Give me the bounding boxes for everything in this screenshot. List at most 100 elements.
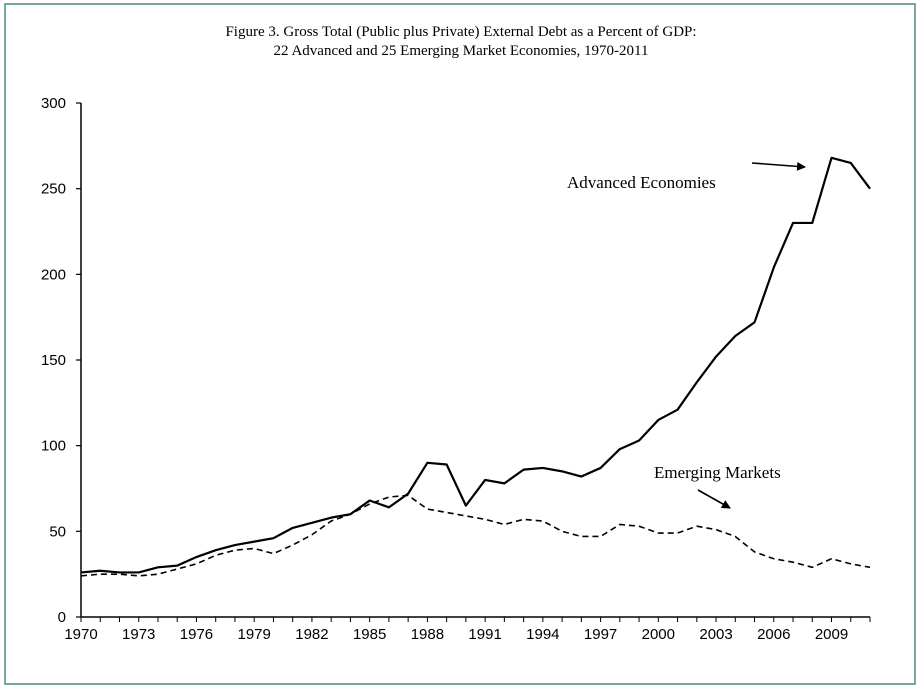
y-tick-label: 300 <box>41 95 66 112</box>
data-point <box>831 157 833 159</box>
data-point <box>273 537 275 539</box>
data-point <box>696 381 698 383</box>
data-point <box>581 476 583 478</box>
data-point <box>561 471 563 473</box>
x-tick-label: 2009 <box>815 626 848 643</box>
data-point <box>99 570 101 572</box>
x-tick-label: 2000 <box>642 626 675 643</box>
data-point <box>80 572 82 574</box>
data-point <box>773 558 775 560</box>
data-point <box>581 536 583 538</box>
data-point <box>99 573 101 575</box>
data-point <box>234 544 236 546</box>
data-point <box>600 536 602 538</box>
x-tick-label: 1991 <box>468 626 501 643</box>
y-tick-label: 150 <box>41 352 66 369</box>
data-point <box>388 507 390 509</box>
data-point <box>311 522 313 524</box>
data-point <box>253 541 255 543</box>
data-point <box>850 162 852 164</box>
data-point <box>638 525 640 527</box>
data-point <box>292 544 294 546</box>
data-point <box>773 267 775 269</box>
annotation-emerging: Emerging Markets <box>654 463 781 482</box>
data-point <box>407 493 409 495</box>
series-line <box>80 156 871 574</box>
annotation-advanced: Advanced Economies <box>567 173 716 192</box>
data-point <box>330 520 332 522</box>
x-tick-label: 1970 <box>64 626 97 643</box>
series-advanced-economies <box>80 156 871 574</box>
annotation-arrow <box>751 161 806 171</box>
annotations: Advanced Economies Emerging Markets <box>567 161 806 509</box>
data-point <box>119 572 121 574</box>
data-point <box>234 549 236 551</box>
data-point <box>600 467 602 469</box>
data-point <box>196 556 198 558</box>
data-point <box>869 567 871 569</box>
data-point <box>138 575 140 577</box>
series-emerging-markets <box>80 494 871 577</box>
data-point <box>677 532 679 534</box>
data-point <box>484 479 486 481</box>
x-tick-label: 1997 <box>584 626 617 643</box>
data-point <box>407 495 409 497</box>
data-point <box>446 512 448 514</box>
data-point <box>734 335 736 337</box>
data-point <box>677 409 679 411</box>
data-point <box>484 519 486 521</box>
data-point <box>850 563 852 565</box>
y-tick-label: 100 <box>41 438 66 455</box>
x-tick-label: 1982 <box>295 626 328 643</box>
data-point <box>292 527 294 529</box>
data-point <box>542 520 544 522</box>
x-tick-label: 1973 <box>122 626 155 643</box>
data-point <box>215 549 217 551</box>
data-point <box>369 500 371 502</box>
data-point <box>792 222 794 224</box>
data-point <box>465 515 467 517</box>
x-tick-label: 2003 <box>699 626 732 643</box>
data-point <box>523 519 525 521</box>
x-tick-label: 2006 <box>757 626 790 643</box>
data-point <box>253 548 255 550</box>
series-layer <box>80 156 871 577</box>
data-point <box>715 356 717 358</box>
data-point <box>80 575 82 577</box>
y-tick-label: 250 <box>41 181 66 198</box>
data-point <box>638 440 640 442</box>
data-point <box>734 536 736 538</box>
data-point <box>427 508 429 510</box>
data-point <box>427 462 429 464</box>
data-point <box>138 572 140 574</box>
data-point <box>754 551 756 553</box>
data-point <box>542 467 544 469</box>
data-point <box>119 573 121 575</box>
data-point <box>465 505 467 507</box>
data-point <box>446 464 448 466</box>
chart-frame <box>4 3 916 685</box>
data-point <box>504 483 506 485</box>
data-point <box>658 419 660 421</box>
data-point <box>176 565 178 567</box>
chart-title: Figure 3. Gross Total (Public plus Priva… <box>225 24 697 40</box>
data-point <box>273 553 275 555</box>
data-point <box>619 524 621 526</box>
y-tick-label: 0 <box>58 609 66 626</box>
data-point <box>215 555 217 557</box>
data-point <box>831 558 833 560</box>
y-tick-label: 200 <box>41 266 66 283</box>
annotation-arrow <box>697 489 731 509</box>
x-tick-label: 1994 <box>526 626 559 643</box>
data-point <box>176 568 178 570</box>
data-point <box>350 513 352 515</box>
x-tick-label: 1976 <box>180 626 213 643</box>
chart-subtitle: 22 Advanced and 25 Emerging Market Econo… <box>273 43 649 59</box>
y-tick-label: 50 <box>49 523 66 540</box>
data-point <box>311 534 313 536</box>
data-point <box>330 517 332 519</box>
data-point <box>811 222 813 224</box>
data-point <box>196 563 198 565</box>
data-point <box>715 529 717 531</box>
